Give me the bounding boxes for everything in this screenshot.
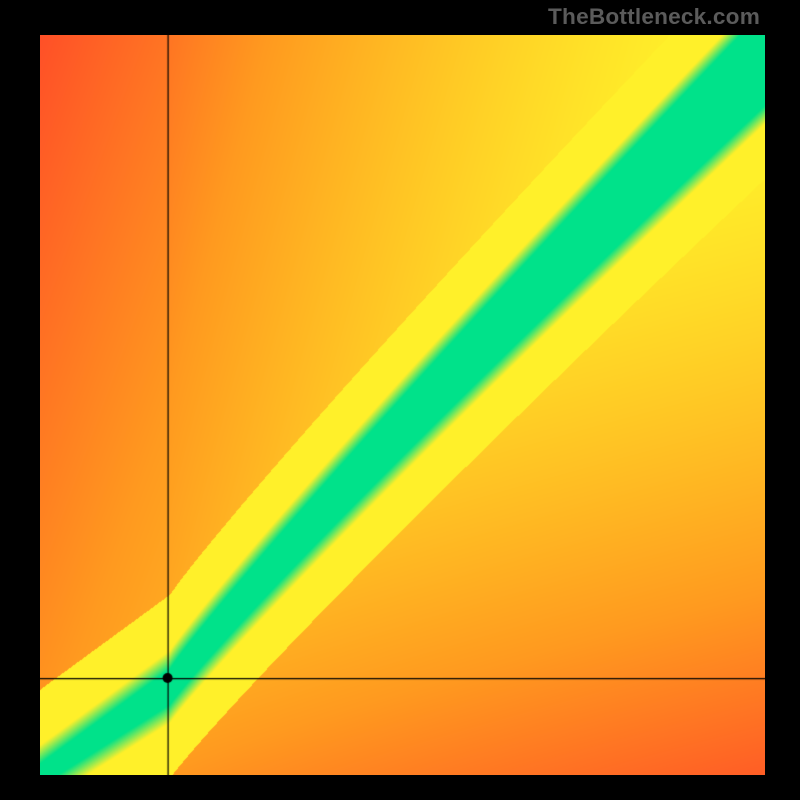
watermark-text: TheBottleneck.com bbox=[548, 4, 760, 30]
bottleneck-heatmap bbox=[40, 35, 765, 775]
